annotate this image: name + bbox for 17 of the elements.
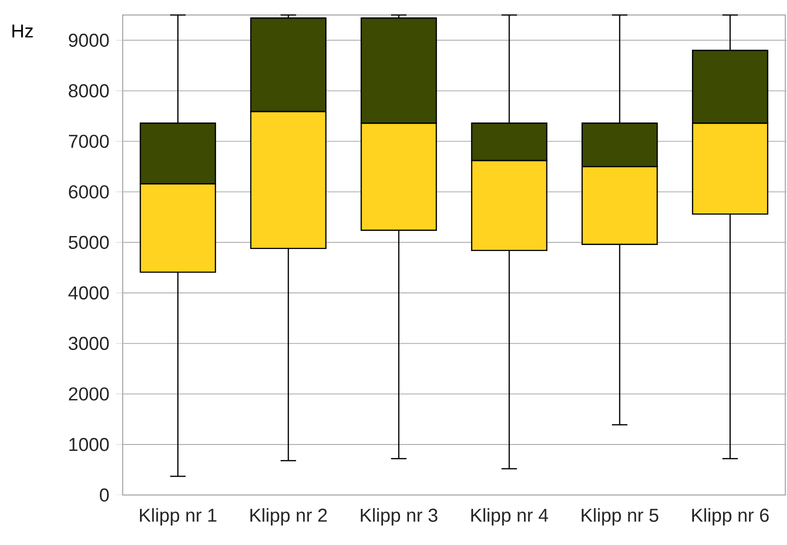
y-tick-label: 1000 xyxy=(69,438,109,452)
x-tick-label: Klipp nr 4 xyxy=(471,508,548,526)
y-tick-label: 3000 xyxy=(68,336,109,350)
y-tick-label: 5000 xyxy=(68,236,109,249)
y-tick-label: 6000 xyxy=(68,185,109,198)
y-tick-label: 8000 xyxy=(68,84,109,98)
x-tick-label: Klipp nr 2 xyxy=(250,508,327,526)
y-tick-label: 0 xyxy=(100,488,109,502)
x-tick-label: Klipp nr 3 xyxy=(360,508,438,526)
x-tick-label: Klipp nr 6 xyxy=(692,508,769,526)
y-axis-title: Hz xyxy=(12,24,33,38)
y-tick-label: 4000 xyxy=(68,286,109,300)
y-tick-label: 7000 xyxy=(68,134,109,148)
y-tick-label: 9000 xyxy=(68,34,109,47)
y-tick-label: 2000 xyxy=(68,387,109,401)
x-tick-label: Klipp nr 5 xyxy=(582,508,658,526)
x-tick-label: Klipp nr 1 xyxy=(140,508,216,526)
